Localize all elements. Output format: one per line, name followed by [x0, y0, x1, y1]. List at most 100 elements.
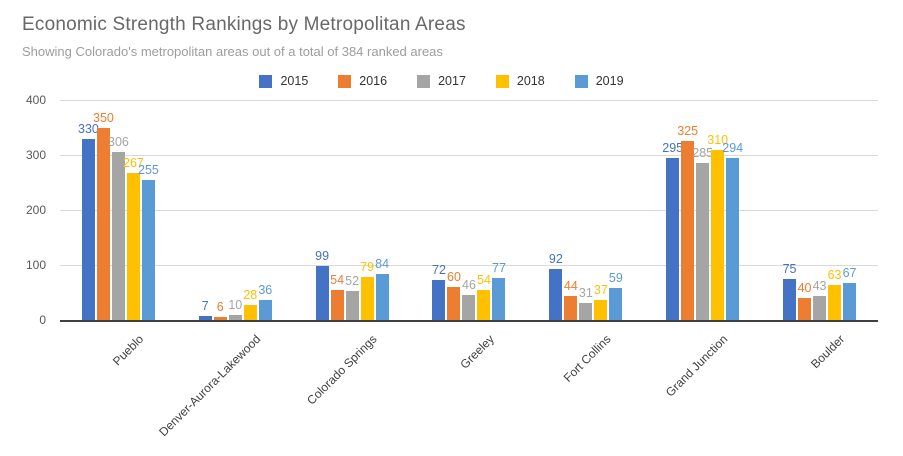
gridline-300	[60, 155, 878, 156]
bar-value-label: 79	[360, 259, 375, 274]
x-axis-label-denver-aurora-lakewood: Denver-Aurora-Lakewood	[156, 332, 264, 440]
bar-2019: 255	[138, 163, 159, 320]
bar-value-label: 92	[548, 252, 563, 267]
bar-2016: 44	[564, 279, 578, 320]
bar-2017: 10	[228, 298, 242, 320]
chart-title: Economic Strength Rankings by Metropolit…	[22, 14, 466, 35]
bar-value-label: 46	[462, 277, 476, 292]
bar-value-label: 325	[677, 124, 699, 139]
legend-item-2015: 2015	[259, 74, 308, 88]
gridline-100	[60, 265, 878, 266]
bar-value-label: 72	[432, 263, 446, 278]
bar-value-label: 40	[797, 281, 812, 295]
bar-2018: 267	[123, 156, 144, 320]
legend-label-2018: 2018	[516, 74, 545, 88]
bar-value-label: 285	[692, 146, 714, 161]
bar-value-label: 37	[593, 282, 608, 297]
bar-2017: 43	[813, 279, 827, 320]
bar-value-label: 267	[122, 156, 144, 171]
bar-value-label: 10	[228, 297, 243, 312]
bar-2015: 75	[783, 262, 797, 320]
bar-value-label: 75	[782, 261, 797, 276]
legend-swatch-2018	[495, 74, 509, 88]
bar-2015: 99	[315, 249, 329, 320]
bar-group-fort-collins: 92 44 31 37 59	[527, 100, 644, 320]
legend-swatch-2016	[338, 74, 352, 88]
plot-area: 330 350 306 267 255 7 6 10 28 36 99 54 52 79 84 72 60 46 5…	[60, 100, 878, 322]
x-axis-label-colorado-springs: Colorado Springs	[304, 332, 381, 408]
bar-value-label: 77	[492, 260, 506, 275]
y-tick-label-300: 300	[25, 148, 46, 162]
bar-2017: 31	[579, 286, 593, 320]
bar-2018: 310	[707, 133, 728, 320]
bar-value-label: 306	[107, 134, 129, 149]
bar-value-label: 43	[812, 279, 827, 294]
bar-value-label: 295	[662, 140, 684, 155]
legend-swatch-2015	[259, 74, 273, 88]
bar-value-label: 59	[608, 270, 623, 285]
legend-swatch-2017	[417, 74, 431, 88]
bar-2018: 28	[243, 288, 257, 320]
bar-value-label: 44	[563, 278, 578, 293]
x-axis: Pueblo Denver-Aurora-Lakewood Colorado Spr…	[60, 326, 878, 456]
legend-label-2019: 2019	[595, 74, 624, 88]
gridline-400	[60, 100, 878, 101]
bar-value-label: 36	[258, 283, 273, 298]
bar-2016: 325	[677, 124, 698, 320]
bar-2016: 60	[447, 270, 461, 320]
legend-label-2016: 2016	[359, 74, 388, 88]
bar-value-label: 28	[243, 287, 258, 302]
x-axis-label-boulder: Boulder	[808, 332, 848, 372]
bar-group-greeley: 72 60 46 54 77	[411, 100, 528, 320]
chart-subtitle: Showing Colorado's metropolitan areas ou…	[22, 44, 443, 59]
bar-2015: 330	[78, 122, 99, 320]
bar-value-label: 350	[92, 110, 114, 125]
bar-value-label: 7	[201, 299, 209, 314]
legend-item-2019: 2019	[574, 74, 624, 88]
bar-group-denver-aurora-lakewood: 7 6 10 28 36	[177, 100, 294, 320]
bar-2019: 77	[492, 261, 506, 320]
y-tick-label-0: 0	[39, 313, 46, 327]
bar-2015: 295	[662, 141, 683, 320]
bar-value-label: 63	[827, 268, 842, 283]
bar-2019: 36	[258, 283, 272, 320]
legend-label-2015: 2015	[280, 74, 309, 88]
x-axis-label-fort-collins: Fort Collins	[560, 332, 614, 385]
bar-2019: 59	[609, 271, 623, 320]
x-axis-label-greeley: Greeley	[457, 332, 497, 372]
gridline-200	[60, 210, 878, 211]
legend-label-2017: 2017	[438, 74, 466, 88]
bar-2017: 46	[462, 278, 476, 320]
bar-value-label: 6	[216, 299, 224, 314]
legend: 2015 2016 2017 2018 2019	[0, 74, 883, 88]
bar-group-grand-junction: 295 325 285 310 294	[644, 100, 761, 320]
bar-value-label: 330	[77, 121, 99, 136]
bar-group-colorado-springs: 99 54 52 79 84	[294, 100, 411, 320]
bar-2015: 72	[432, 263, 446, 320]
y-tick-label-100: 100	[25, 258, 46, 272]
bar-group-pueblo: 330 350 306 267 255	[60, 100, 177, 320]
bar-value-label: 54	[330, 273, 345, 288]
bar-2019: 67	[843, 266, 857, 320]
y-tick-label-200: 200	[25, 203, 46, 217]
bar-value-label: 60	[447, 270, 461, 284]
bar-value-label: 99	[315, 248, 330, 263]
bar-2015: 92	[549, 252, 563, 320]
bar-value-label: 52	[345, 274, 360, 289]
bar-group-boulder: 75 40 43 63 67	[761, 100, 878, 320]
bar-2018: 54	[477, 273, 491, 320]
y-tick-label-400: 400	[25, 93, 46, 107]
bar-2016: 40	[798, 281, 812, 320]
bar-2017: 306	[108, 135, 129, 320]
bar-2019: 84	[375, 257, 389, 320]
bar-2016: 6	[213, 300, 227, 320]
bar-2016: 350	[93, 111, 114, 320]
bar-value-label: 255	[137, 162, 159, 177]
legend-swatch-2019	[574, 74, 588, 88]
legend-item-2017: 2017	[417, 74, 466, 88]
bar-2018: 79	[360, 260, 374, 320]
bar-2017: 285	[692, 146, 713, 320]
bar-2016: 54	[330, 273, 344, 320]
bar-2018: 37	[594, 283, 608, 320]
